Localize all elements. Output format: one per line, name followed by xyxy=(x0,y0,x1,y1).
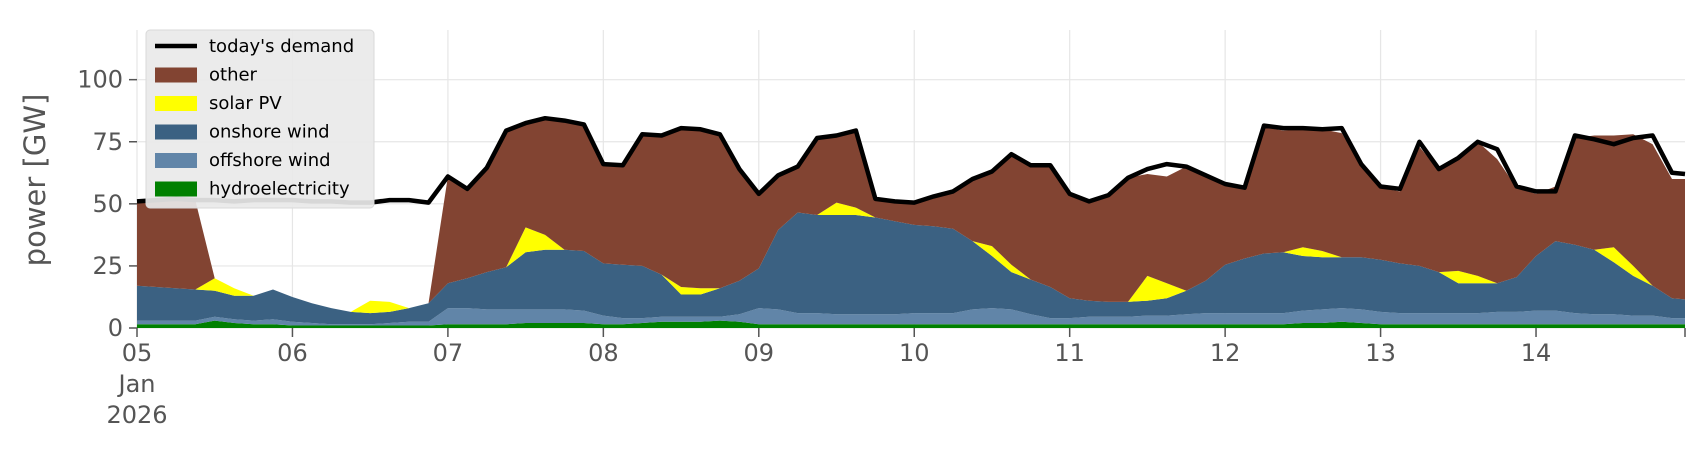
y-tick-label: 50 xyxy=(92,190,123,218)
x-tick-label: 10 xyxy=(899,339,930,367)
x-tick-label: 12 xyxy=(1210,339,1241,367)
legend-swatch-hydroelectricity xyxy=(155,181,197,197)
area-series-layer xyxy=(137,118,1685,328)
legend-label-offshore-wind: offshore wind xyxy=(209,150,331,171)
y-axis-label: power [GW] xyxy=(18,94,52,267)
legend-box xyxy=(145,29,375,209)
x-tick-label: 07 xyxy=(433,339,464,367)
x-tick-sublabel-month: Jan xyxy=(117,370,156,398)
line-todays-demand xyxy=(136,115,1686,205)
area-other xyxy=(137,118,1685,312)
x-tick-label: 05 xyxy=(122,339,153,367)
legend-swatch-onshore-wind xyxy=(155,124,197,140)
x-tick-label: 09 xyxy=(744,339,775,367)
x-tick-sublabel-year: 2026 xyxy=(106,401,167,429)
legend-label-onshore-wind: onshore wind xyxy=(209,122,330,143)
area-onshore-wind xyxy=(137,212,1685,325)
legend-label-today-s-demand: today's demand xyxy=(209,36,354,57)
legend-swatch-other xyxy=(155,67,197,83)
y-tick-label: 75 xyxy=(92,128,123,156)
legend-swatch-offshore-wind xyxy=(155,153,197,168)
x-tick-label: 06 xyxy=(277,339,308,367)
demand-line-layer xyxy=(136,115,1686,205)
legend-swatch-solar-pv xyxy=(155,96,197,111)
y-tick-label: 25 xyxy=(92,252,123,280)
legend-label-solar-pv: solar PV xyxy=(209,93,282,114)
legend-items: today's demand other solar PV onshore wind o… xyxy=(155,36,354,200)
x-tick-label: 08 xyxy=(588,339,619,367)
y-tick-label: 0 xyxy=(108,314,123,342)
x-tick-label: 14 xyxy=(1521,339,1552,367)
axes: 0 25 50 75 100 05 Jan 2026 06 07 08 09 10 11 12 13 14 xyxy=(77,66,1686,429)
legend-label-hydroelectricity: hydroelectricity xyxy=(209,179,350,200)
legend: today's demand other solar PV onshore wind o… xyxy=(145,29,375,209)
x-tick-label: 13 xyxy=(1365,339,1396,367)
y-tick-label: 100 xyxy=(77,66,123,94)
x-tick-label: 11 xyxy=(1054,339,1085,367)
area-offshore-wind xyxy=(137,308,1685,326)
legend-label-other: other xyxy=(209,65,258,86)
